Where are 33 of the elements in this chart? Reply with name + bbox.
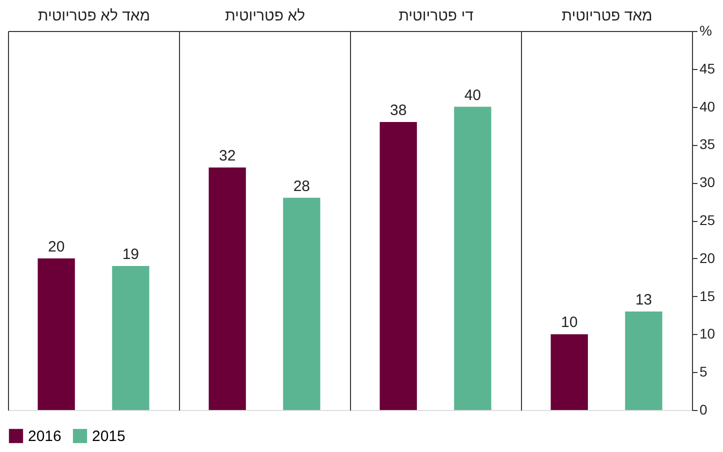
data-label: 32 <box>218 147 236 164</box>
bar <box>112 266 150 410</box>
bar <box>550 334 588 410</box>
legend-label: 2015 <box>92 428 126 445</box>
bar <box>283 198 320 410</box>
data-label: 40 <box>464 86 482 104</box>
x-tick-label: מאד לא פטריוטית <box>38 8 150 24</box>
data-label: 19 <box>122 246 140 263</box>
y-tick-label: 10 <box>700 326 716 342</box>
y-tick-label: % <box>700 22 712 38</box>
y-tick-label: 5 <box>700 364 708 380</box>
bar <box>625 311 662 410</box>
y-tick-label: 30 <box>700 174 716 190</box>
y-tick-label: 45 <box>700 60 716 76</box>
y-tick-label: 25 <box>700 212 716 228</box>
data-label: 20 <box>48 238 65 256</box>
data-label: 10 <box>560 314 578 332</box>
data-label: 28 <box>293 178 310 195</box>
data-label: 38 <box>390 102 407 119</box>
data-label: 13 <box>635 291 652 308</box>
bar <box>454 106 492 410</box>
x-tick-label: די פטריוטית <box>398 8 474 24</box>
legend-label: 2016 <box>28 428 62 445</box>
x-tick-label: לא פטריוטית <box>224 8 306 24</box>
x-tick-label: מאד פטריוטית <box>562 8 652 24</box>
y-tick-label: 15 <box>700 288 716 304</box>
y-tick-label: 0 <box>700 402 708 418</box>
y-tick-label: 40 <box>700 98 716 114</box>
y-tick-label: 35 <box>700 136 716 152</box>
y-tick-label: 20 <box>700 250 716 266</box>
bar <box>380 122 417 410</box>
bar <box>38 258 75 410</box>
bar <box>208 167 246 410</box>
